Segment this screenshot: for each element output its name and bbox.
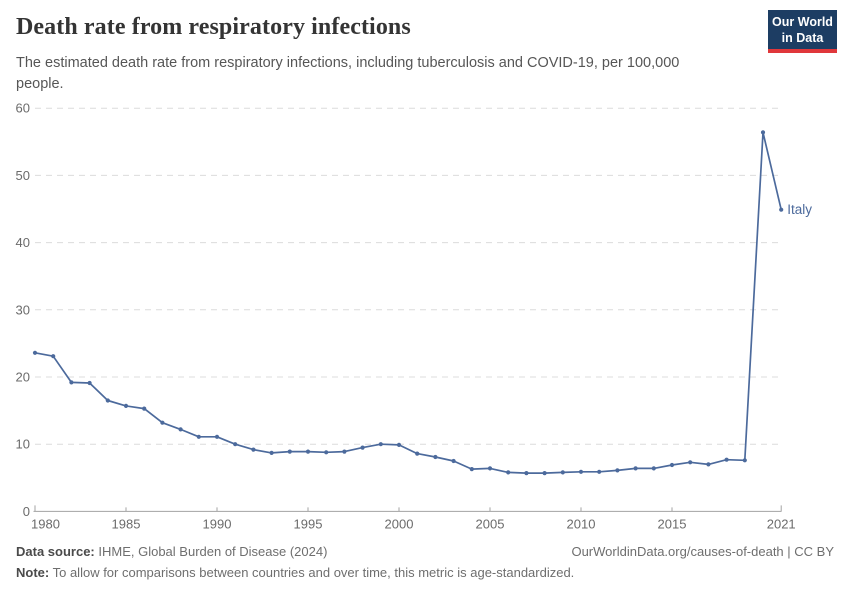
series-line-italy xyxy=(34,131,783,474)
x-tick-label-2005: 2005 xyxy=(476,516,505,531)
data-point-1997 xyxy=(342,449,347,454)
data-point-2005 xyxy=(487,466,493,471)
line-chart: 0 10 20 30 40 50 60 1980 1985 1990 1995 2000 2005 201… xyxy=(16,101,813,532)
chart-subtitle: The estimated death rate from respirator… xyxy=(16,55,680,92)
data-point-1987 xyxy=(160,420,165,425)
x-tick-label-2000: 2000 xyxy=(385,516,414,531)
data-point-2011 xyxy=(597,469,602,474)
data-point-2019 xyxy=(742,458,747,463)
data-source-text: IHME, Global Burden of Disease (2024) xyxy=(98,544,328,559)
data-point-1985 xyxy=(123,403,129,408)
data-point-2012 xyxy=(615,468,620,473)
data-point-2008 xyxy=(542,471,547,476)
x-tick-label-2010: 2010 xyxy=(567,516,596,531)
data-point-2006 xyxy=(506,470,511,475)
data-point-2014 xyxy=(651,466,656,471)
data-point-1991 xyxy=(233,442,238,447)
x-tick-label-2015: 2015 xyxy=(658,516,687,531)
data-source-line: Data source: IHME, Global Burden of Dise… xyxy=(16,544,327,559)
data-point-2002 xyxy=(433,454,438,460)
data-point-1994 xyxy=(287,449,292,454)
x-tick-label-1985: 1985 xyxy=(112,516,141,531)
series-end-label-italy: Italy xyxy=(787,202,812,217)
data-point-2016 xyxy=(688,460,693,465)
data-point-1992 xyxy=(251,447,256,452)
data-point-1986 xyxy=(142,406,147,411)
page-title: Death rate from respiratory infections xyxy=(16,14,411,40)
data-point-2021 xyxy=(779,207,784,212)
data-point-1982 xyxy=(69,380,74,385)
x-tick-label-1990: 1990 xyxy=(203,516,232,531)
owid-logo[interactable]: Our World in Data xyxy=(768,10,837,53)
data-point-1990 xyxy=(214,434,220,439)
data-point-2015 xyxy=(669,462,675,468)
data-point-2003 xyxy=(451,458,456,464)
data-point-1995 xyxy=(305,449,311,454)
data-point-2001 xyxy=(415,451,420,456)
y-tick-label-40: 40 xyxy=(16,235,30,250)
data-point-2010 xyxy=(578,469,584,474)
note-text: To allow for comparisons between countri… xyxy=(52,565,575,580)
note-label: Note: xyxy=(16,565,50,580)
owid-logo-line2: in Data xyxy=(781,31,824,45)
data-point-2017 xyxy=(706,462,711,467)
y-tick-label-30: 30 xyxy=(16,302,30,317)
data-point-1996 xyxy=(324,450,329,455)
y-tick-label-60: 60 xyxy=(16,101,30,116)
data-point-1989 xyxy=(196,434,201,439)
x-tick-label-1980: 1980 xyxy=(31,516,60,531)
y-tick-label-20: 20 xyxy=(16,370,30,385)
data-point-1984 xyxy=(105,398,110,403)
data-point-2020 xyxy=(760,130,766,135)
data-point-2007 xyxy=(524,471,529,476)
data-point-2004 xyxy=(469,467,474,472)
owid-url[interactable]: OurWorldinData.org/causes-of-death | CC … xyxy=(571,544,834,559)
y-tick-label-10: 10 xyxy=(16,437,30,452)
data-point-2018 xyxy=(724,457,729,462)
data-point-1983 xyxy=(87,380,92,386)
y-tick-label-0: 0 xyxy=(23,504,30,519)
data-point-1988 xyxy=(178,427,183,432)
data-point-1998 xyxy=(360,445,365,450)
x-tick-label-2021: 2021 xyxy=(767,516,796,531)
data-source-label: Data source: xyxy=(16,544,95,559)
chart-footer: Data source: IHME, Global Burden of Dise… xyxy=(16,544,834,580)
y-tick-label-50: 50 xyxy=(16,168,30,183)
data-point-1980 xyxy=(32,350,38,355)
x-tick-label-1995: 1995 xyxy=(294,516,323,531)
owid-logo-line1: Our World xyxy=(772,15,833,29)
data-point-1981 xyxy=(51,354,56,359)
data-point-2009 xyxy=(560,470,565,475)
data-point-2013 xyxy=(633,466,638,471)
data-point-2000 xyxy=(396,442,402,447)
data-point-1999 xyxy=(378,442,383,447)
data-point-1993 xyxy=(269,450,274,455)
